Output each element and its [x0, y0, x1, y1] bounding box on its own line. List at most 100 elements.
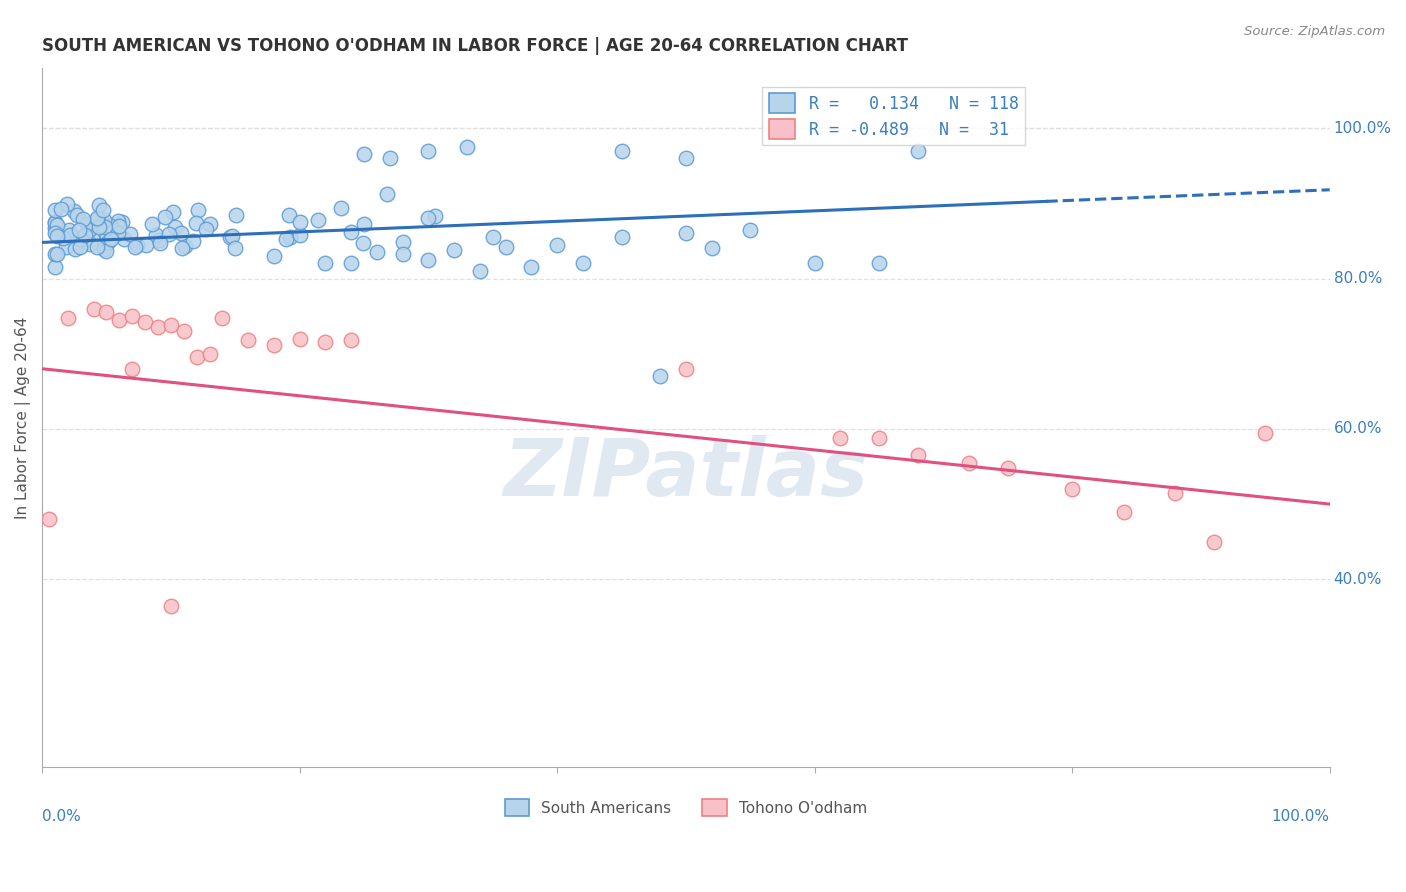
- Point: [58, 222, 80, 236]
- Point: [1254, 425, 1277, 440]
- Point: [211, 310, 233, 325]
- Point: [443, 243, 465, 257]
- Point: [44, 216, 66, 230]
- Point: [75, 228, 97, 243]
- Point: [198, 217, 221, 231]
- Text: 0.0%: 0.0%: [42, 809, 82, 824]
- Point: [907, 448, 929, 462]
- Text: 40.0%: 40.0%: [1334, 572, 1382, 587]
- Point: [135, 237, 157, 252]
- Point: [107, 227, 129, 241]
- Point: [195, 221, 218, 235]
- Point: [121, 309, 143, 323]
- Point: [218, 230, 240, 244]
- Point: [288, 227, 311, 242]
- Point: [418, 144, 440, 158]
- Point: [77, 223, 100, 237]
- Point: [94, 220, 117, 235]
- Text: 80.0%: 80.0%: [1334, 271, 1382, 286]
- Point: [377, 186, 399, 201]
- Point: [52, 231, 75, 245]
- Point: [353, 218, 375, 232]
- Point: [468, 264, 491, 278]
- Point: [221, 228, 243, 243]
- Point: [288, 215, 311, 229]
- Point: [187, 202, 209, 217]
- Point: [45, 229, 67, 244]
- Point: [97, 219, 120, 233]
- Point: [44, 246, 66, 260]
- Point: [86, 240, 108, 254]
- Point: [72, 212, 94, 227]
- Point: [100, 219, 122, 234]
- Point: [79, 236, 101, 251]
- Point: [112, 232, 135, 246]
- Point: [610, 230, 633, 244]
- Point: [675, 151, 697, 165]
- Point: [66, 208, 89, 222]
- Point: [495, 240, 517, 254]
- Point: [1062, 482, 1084, 496]
- Point: [160, 599, 183, 613]
- Point: [572, 256, 595, 270]
- Point: [868, 256, 890, 270]
- Point: [45, 219, 67, 233]
- Point: [198, 347, 221, 361]
- Point: [103, 228, 125, 243]
- Point: [96, 229, 118, 244]
- Text: ZIPatlas: ZIPatlas: [503, 434, 869, 513]
- Point: [125, 238, 148, 252]
- Point: [55, 240, 77, 254]
- Point: [49, 202, 72, 217]
- Point: [481, 230, 503, 244]
- Point: [225, 208, 247, 222]
- Point: [170, 241, 193, 255]
- Point: [330, 202, 353, 216]
- Point: [224, 242, 246, 256]
- Point: [76, 217, 98, 231]
- Point: [163, 219, 186, 234]
- Point: [700, 242, 723, 256]
- Point: [93, 242, 115, 256]
- Point: [650, 369, 672, 384]
- Point: [157, 227, 180, 241]
- Point: [134, 315, 156, 329]
- Point: [118, 227, 141, 241]
- Point: [65, 242, 87, 256]
- Point: [610, 144, 633, 158]
- Point: [38, 512, 60, 526]
- Point: [44, 220, 66, 235]
- Point: [160, 318, 183, 332]
- Point: [184, 216, 207, 230]
- Point: [141, 217, 163, 231]
- Point: [46, 246, 69, 260]
- Point: [378, 151, 401, 165]
- Point: [146, 320, 169, 334]
- Text: 60.0%: 60.0%: [1334, 421, 1382, 436]
- Point: [107, 214, 129, 228]
- Point: [340, 333, 363, 347]
- Point: [153, 210, 176, 224]
- Point: [456, 140, 478, 154]
- Point: [546, 237, 568, 252]
- Point: [69, 240, 91, 254]
- Text: SOUTH AMERICAN VS TOHONO O'ODHAM IN LABOR FORCE | AGE 20-64 CORRELATION CHART: SOUTH AMERICAN VS TOHONO O'ODHAM IN LABO…: [42, 37, 908, 55]
- Point: [520, 260, 543, 275]
- Point: [170, 226, 193, 240]
- Point: [56, 197, 79, 211]
- Point: [93, 213, 115, 227]
- Legend: South Americans, Tohono O'odham: South Americans, Tohono O'odham: [499, 793, 873, 822]
- Point: [83, 301, 105, 316]
- Point: [340, 256, 363, 270]
- Point: [44, 226, 66, 240]
- Point: [340, 225, 363, 239]
- Point: [174, 239, 197, 253]
- Point: [148, 233, 170, 247]
- Point: [87, 197, 110, 211]
- Point: [307, 212, 329, 227]
- Point: [107, 219, 129, 234]
- Point: [162, 205, 184, 219]
- Point: [418, 252, 440, 267]
- Point: [69, 232, 91, 246]
- Point: [86, 211, 108, 226]
